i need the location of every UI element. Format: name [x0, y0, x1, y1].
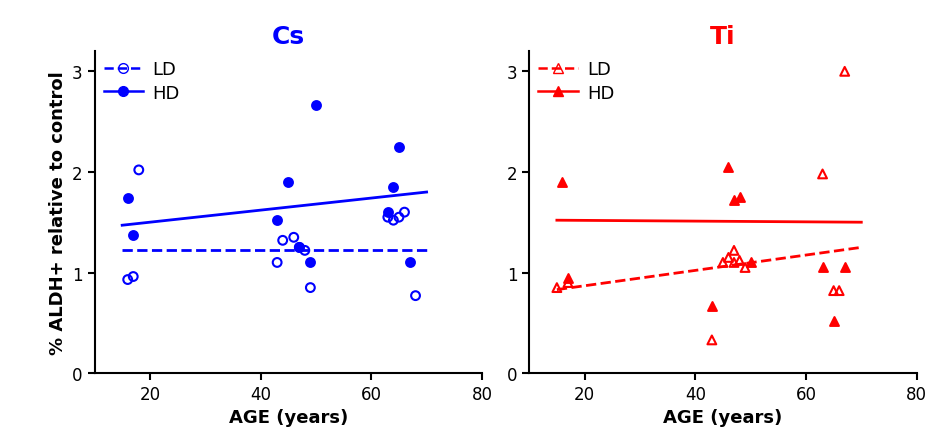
Point [726, 197, 741, 204]
Point [402, 260, 417, 266]
Legend: LD, HD: LD, HD [104, 61, 179, 102]
Point [836, 69, 851, 76]
Point [126, 273, 141, 280]
X-axis label: AGE (years): AGE (years) [663, 408, 782, 427]
Point [286, 234, 301, 241]
Point [732, 257, 747, 264]
Point [814, 171, 829, 178]
Point [720, 164, 735, 171]
Point [120, 276, 135, 283]
Point [408, 293, 423, 299]
Point [292, 244, 307, 251]
Point [548, 284, 564, 291]
Point [726, 260, 741, 266]
Point [308, 102, 323, 109]
Point [126, 232, 141, 239]
Title: Cs: Cs [271, 25, 305, 49]
Point [385, 184, 400, 191]
Point [379, 214, 395, 221]
Point [742, 260, 757, 266]
Point [269, 217, 284, 224]
Legend: LD, HD: LD, HD [538, 61, 614, 102]
Point [275, 237, 290, 244]
Point [379, 209, 395, 216]
Point [732, 194, 747, 201]
Point [560, 279, 575, 286]
Point [391, 144, 406, 151]
Point [825, 318, 840, 325]
Point [297, 247, 312, 254]
Point [280, 179, 295, 186]
Point [836, 264, 851, 271]
Point [703, 302, 718, 309]
Point [831, 287, 846, 294]
X-axis label: AGE (years): AGE (years) [228, 408, 347, 427]
Y-axis label: % ALDH+ relative to control: % ALDH+ relative to control [48, 71, 66, 354]
Point [120, 195, 135, 202]
Point [814, 264, 829, 271]
Point [825, 287, 840, 294]
Point [554, 179, 569, 186]
Point [720, 254, 735, 261]
Point [269, 260, 284, 266]
Point [391, 214, 406, 221]
Point [715, 260, 730, 266]
Point [560, 274, 575, 281]
Point [736, 264, 751, 271]
Point [302, 284, 317, 291]
Point [292, 244, 307, 251]
Point [131, 167, 146, 174]
Point [396, 209, 412, 216]
Point [385, 217, 400, 224]
Point [302, 260, 317, 266]
Title: Ti: Ti [709, 25, 735, 49]
Point [703, 337, 718, 344]
Point [726, 247, 741, 254]
